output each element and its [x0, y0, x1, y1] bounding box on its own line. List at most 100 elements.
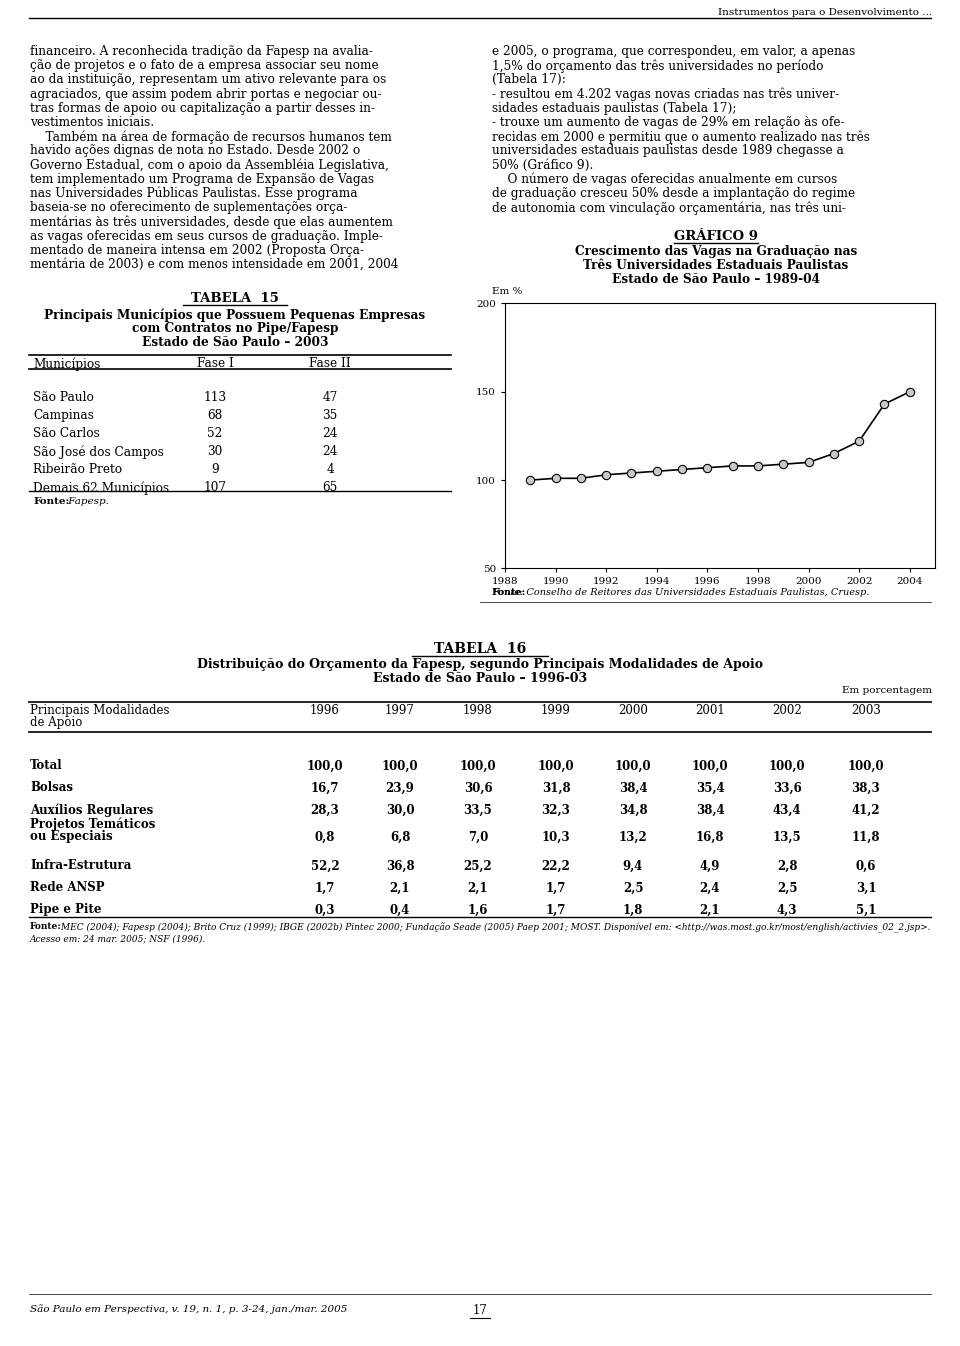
Text: 100,0: 100,0: [460, 759, 496, 773]
Text: financeiro. A reconhecida tradição da Fapesp na avalia-: financeiro. A reconhecida tradição da Fa…: [30, 44, 372, 58]
Text: 100,0: 100,0: [769, 759, 805, 773]
Text: 100,0: 100,0: [306, 759, 344, 773]
Text: Demais 62 Municípios: Demais 62 Municípios: [33, 482, 169, 495]
Text: 1997: 1997: [385, 704, 415, 717]
Text: 33,6: 33,6: [773, 782, 802, 794]
Text: 11,8: 11,8: [852, 830, 880, 844]
Text: 1,7: 1,7: [315, 882, 335, 894]
Text: 38,4: 38,4: [618, 782, 647, 794]
Text: Distribuição do Orçamento da Fapesp, segundo Principais Modalidades de Apoio: Distribuição do Orçamento da Fapesp, seg…: [197, 658, 763, 672]
Text: Estado de São Paulo – 1996-03: Estado de São Paulo – 1996-03: [372, 673, 588, 685]
Text: 5,1: 5,1: [855, 903, 876, 917]
Text: mentado de maneira intensa em 2002 (Proposta Orça-: mentado de maneira intensa em 2002 (Prop…: [30, 244, 364, 257]
Text: 9: 9: [211, 463, 219, 476]
Text: Fonte:: Fonte:: [30, 922, 61, 931]
Text: 22,2: 22,2: [541, 859, 570, 872]
Text: 0,8: 0,8: [315, 830, 335, 844]
Text: GRÁFICO 9: GRÁFICO 9: [674, 230, 758, 244]
Text: 16,8: 16,8: [696, 830, 724, 844]
Text: baseia-se no oferecimento de suplementações orça-: baseia-se no oferecimento de suplementaç…: [30, 201, 348, 214]
Text: 47: 47: [323, 392, 338, 404]
Text: Fonte: Conselho de Reitores das Universidades Estaduais Paulistas, Cruesp.: Fonte: Conselho de Reitores das Universi…: [492, 588, 870, 598]
Text: 13,2: 13,2: [618, 830, 647, 844]
Text: O número de vagas oferecidas anualmente em cursos: O número de vagas oferecidas anualmente …: [492, 172, 837, 186]
Text: Bolsas: Bolsas: [30, 782, 73, 794]
Text: 100,0: 100,0: [848, 759, 884, 773]
Text: 17: 17: [472, 1304, 488, 1316]
Text: 43,4: 43,4: [773, 804, 802, 817]
Text: Fapesp.: Fapesp.: [65, 497, 108, 506]
Text: 36,8: 36,8: [386, 859, 415, 872]
Text: ou Especiais: ou Especiais: [30, 830, 112, 844]
Text: recidas em 2000 e permitiu que o aumento realizado nas três: recidas em 2000 e permitiu que o aumento…: [492, 131, 870, 144]
Text: de autonomia com vinculação orçamentária, nas três uni-: de autonomia com vinculação orçamentária…: [492, 201, 846, 215]
Text: 4,9: 4,9: [700, 859, 720, 872]
Text: - resultou em 4.202 vagas novas criadas nas três univer-: - resultou em 4.202 vagas novas criadas …: [492, 87, 839, 101]
Text: 4: 4: [326, 463, 334, 476]
Text: 1,6: 1,6: [468, 903, 489, 917]
Text: TABELA  15: TABELA 15: [191, 292, 279, 306]
Text: Governo Estadual, com o apoio da Assembléia Legislativa,: Governo Estadual, com o apoio da Assembl…: [30, 159, 389, 172]
Text: Fase I: Fase I: [197, 357, 233, 370]
Text: Ribeirão Preto: Ribeirão Preto: [33, 463, 122, 476]
Text: 2000: 2000: [618, 704, 648, 717]
Text: 30: 30: [207, 446, 223, 458]
Text: São Paulo: São Paulo: [33, 392, 94, 404]
Text: Principais Municípios que Possuem Pequenas Empresas: Principais Municípios que Possuem Pequen…: [44, 308, 425, 322]
Text: 1,7: 1,7: [546, 882, 566, 894]
Text: 24: 24: [323, 446, 338, 458]
Text: Crescimento das Vagas na Graduação nas: Crescimento das Vagas na Graduação nas: [575, 245, 857, 258]
Text: São Paulo em Perspectiva, v. 19, n. 1, p. 3-24, jan./mar. 2005: São Paulo em Perspectiva, v. 19, n. 1, p…: [30, 1304, 348, 1314]
Text: Municípios: Municípios: [33, 357, 101, 370]
Text: as vagas oferecidas em seus cursos de graduação. Imple-: as vagas oferecidas em seus cursos de gr…: [30, 230, 383, 242]
Text: Em %: Em %: [492, 288, 522, 296]
Text: sidades estaduais paulistas (Tabela 17);: sidades estaduais paulistas (Tabela 17);: [492, 102, 736, 114]
Text: 2,8: 2,8: [777, 859, 797, 872]
Text: vestimentos iniciais.: vestimentos iniciais.: [30, 116, 155, 129]
Text: 7,0: 7,0: [468, 830, 489, 844]
Text: 3,1: 3,1: [855, 882, 876, 894]
Text: ção de projetos e o fato de a empresa associar seu nome: ção de projetos e o fato de a empresa as…: [30, 59, 378, 73]
Text: Também na área de formação de recursos humanos tem: Também na área de formação de recursos h…: [30, 131, 392, 144]
Text: 1,7: 1,7: [546, 903, 566, 917]
Text: 30,0: 30,0: [386, 804, 415, 817]
Text: de graduação cresceu 50% desde a implantação do regime: de graduação cresceu 50% desde a implant…: [492, 187, 855, 201]
Text: 100,0: 100,0: [614, 759, 651, 773]
Text: 2,1: 2,1: [468, 882, 489, 894]
Text: ao da instituição, representam um ativo relevante para os: ao da instituição, representam um ativo …: [30, 74, 386, 86]
Text: 107: 107: [204, 482, 227, 494]
Text: 100,0: 100,0: [692, 759, 729, 773]
Text: 1,8: 1,8: [623, 903, 643, 917]
Text: 24: 24: [323, 427, 338, 440]
Text: tras formas de apoio ou capitalização a partir desses in-: tras formas de apoio ou capitalização a …: [30, 102, 374, 114]
Text: 35,4: 35,4: [696, 782, 724, 794]
Text: 0,3: 0,3: [315, 903, 335, 917]
Text: São José dos Campos: São José dos Campos: [33, 446, 164, 459]
Text: de Apoio: de Apoio: [30, 716, 83, 730]
Text: Rede ANSP: Rede ANSP: [30, 882, 105, 894]
Text: 100,0: 100,0: [538, 759, 574, 773]
Text: 1,5% do orçamento das três universidades no período: 1,5% do orçamento das três universidades…: [492, 59, 824, 73]
Text: 9,4: 9,4: [623, 859, 643, 872]
Text: Fonte:: Fonte:: [492, 588, 526, 598]
Text: 23,9: 23,9: [386, 782, 415, 794]
Text: 2002: 2002: [772, 704, 802, 717]
Text: 2001: 2001: [695, 704, 725, 717]
Text: Total: Total: [30, 759, 62, 773]
Text: nas Universidades Públicas Paulistas. Esse programa: nas Universidades Públicas Paulistas. Es…: [30, 187, 358, 201]
Text: MEC (2004); Fapesp (2004); Brito Cruz (1999); IBGE (2002b) Pintec 2000; Fundação: MEC (2004); Fapesp (2004); Brito Cruz (1…: [58, 922, 930, 933]
Text: 10,3: 10,3: [541, 830, 570, 844]
Text: Fonte:: Fonte:: [33, 497, 69, 506]
Text: 35: 35: [323, 409, 338, 423]
Text: - trouxe um aumento de vagas de 29% em relação às ofe-: - trouxe um aumento de vagas de 29% em r…: [492, 116, 845, 129]
Text: 2,1: 2,1: [700, 903, 720, 917]
Text: mentária de 2003) e com menos intensidade em 2001, 2004: mentária de 2003) e com menos intensidad…: [30, 258, 398, 271]
Text: 1998: 1998: [463, 704, 492, 717]
Text: Auxílios Regulares: Auxílios Regulares: [30, 804, 154, 817]
Text: 28,3: 28,3: [311, 804, 340, 817]
Text: Em porcentagem: Em porcentagem: [842, 686, 932, 696]
Text: Projetos Temáticos: Projetos Temáticos: [30, 817, 156, 830]
Text: Pipe e Pite: Pipe e Pite: [30, 903, 102, 917]
Text: 16,7: 16,7: [311, 782, 339, 794]
Text: 100,0: 100,0: [382, 759, 419, 773]
